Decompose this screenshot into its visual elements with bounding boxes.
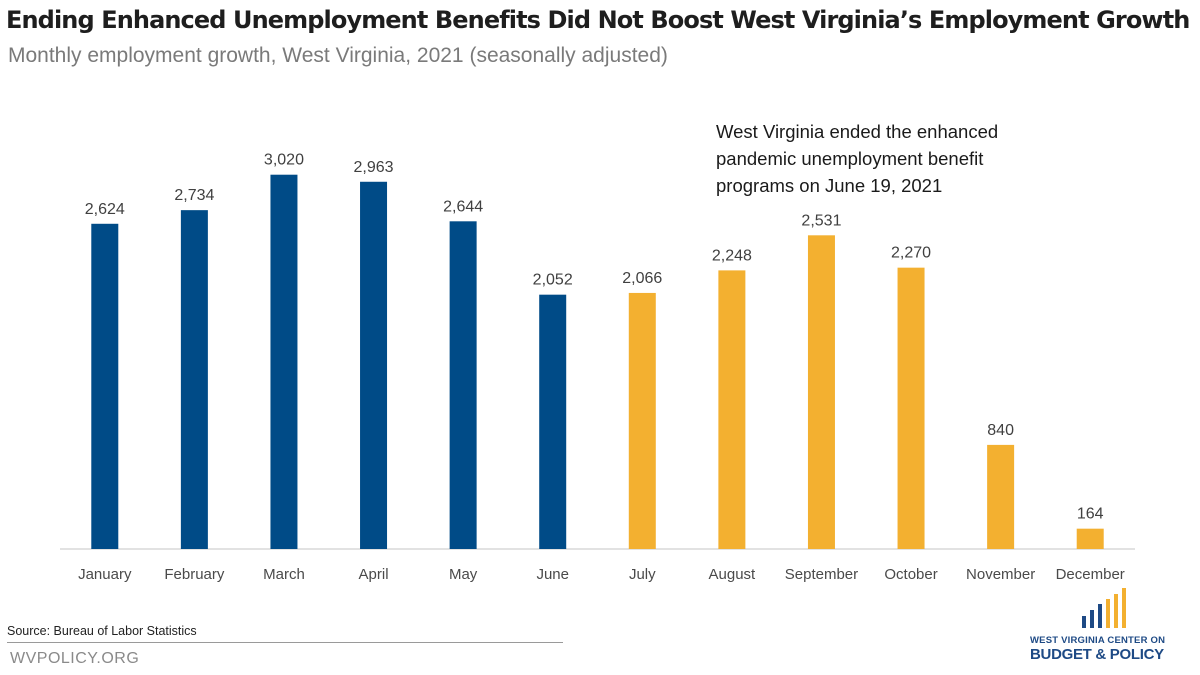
data-label-january: 2,624 <box>85 201 125 218</box>
data-label-september: 2,531 <box>801 212 841 229</box>
bar-october <box>897 267 925 549</box>
bar-september <box>807 235 835 549</box>
x-tick-label-october: October <box>884 566 937 583</box>
source-note: Source: Bureau of Labor Statistics <box>7 624 197 638</box>
logo-text-line1: WEST VIRGINIA CENTER ON <box>1030 635 1166 646</box>
x-tick-label-july: July <box>629 566 656 583</box>
bar-march <box>270 174 298 549</box>
x-tick-label-april: April <box>359 566 389 583</box>
chart-subtitle: Monthly employment growth, West Virginia… <box>8 44 668 67</box>
chart-title: Ending Enhanced Unemployment Benefits Di… <box>6 6 1190 34</box>
bar-november <box>987 444 1015 549</box>
data-label-may: 2,644 <box>443 198 483 215</box>
x-tick-label-june: June <box>536 566 569 583</box>
bar-july <box>628 292 656 549</box>
bar-august <box>718 270 746 549</box>
chart-annotation: West Virginia ended the enhanced pandemi… <box>716 121 999 196</box>
bar-january <box>91 223 119 550</box>
data-label-march: 3,020 <box>264 152 304 169</box>
logo-text-line2: BUDGET & POLICY <box>1030 646 1164 663</box>
source-divider <box>7 642 563 643</box>
website-link[interactable]: WVPOLICY.ORG <box>10 650 140 667</box>
data-label-july: 2,066 <box>622 270 662 287</box>
bar-chart: 2,624 January 2,734 February 3,020 March 2,963… <box>60 152 1135 583</box>
x-tick-label-december: December <box>1056 566 1125 583</box>
x-tick-label-august: August <box>709 566 757 583</box>
bar-june <box>539 294 567 549</box>
data-label-june: 2,052 <box>533 272 573 289</box>
x-tick-label-january: January <box>78 566 132 583</box>
x-tick-label-february: February <box>164 566 225 583</box>
x-tick-label-may: May <box>449 566 478 583</box>
bar-april <box>360 181 388 549</box>
organization-logo: WEST VIRGINIA CENTER ON BUDGET & POLICY <box>1030 588 1190 664</box>
logo-bars-icon <box>1082 588 1126 628</box>
x-tick-label-march: March <box>263 566 305 583</box>
x-tick-label-november: November <box>966 566 1035 583</box>
bar-may <box>449 221 477 549</box>
data-label-november: 840 <box>987 422 1014 439</box>
x-tick-label-september: September <box>785 566 858 583</box>
bar-february <box>180 210 208 549</box>
data-label-february: 2,734 <box>174 187 214 204</box>
bar-december <box>1076 528 1104 549</box>
data-label-december: 164 <box>1077 506 1104 523</box>
data-label-april: 2,963 <box>354 159 394 176</box>
data-label-october: 2,270 <box>891 245 931 262</box>
data-label-august: 2,248 <box>712 247 752 264</box>
